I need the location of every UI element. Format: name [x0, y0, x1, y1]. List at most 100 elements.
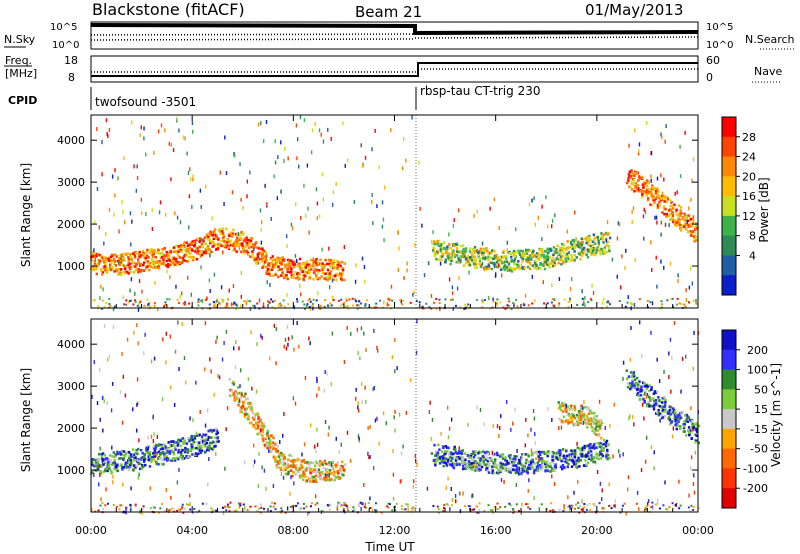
data-pixel: [206, 446, 210, 449]
noise-pixel: [355, 387, 357, 392]
noise-pixel: [599, 481, 602, 486]
noise-pixel: [261, 465, 263, 470]
data-pixel: [225, 227, 228, 231]
near-range-pixel: [228, 510, 231, 513]
data-pixel: [151, 456, 154, 459]
data-pixel: [553, 451, 556, 455]
data-pixel: [693, 239, 696, 243]
data-pixel: [200, 245, 204, 248]
data-pixel: [278, 466, 282, 470]
noise-pixel: [287, 342, 289, 347]
noise-pixel: [531, 198, 533, 203]
data-pixel: [149, 265, 152, 269]
near-range-pixel: [412, 506, 415, 509]
noise-pixel: [376, 348, 379, 353]
data-pixel: [139, 262, 143, 266]
data-pixel: [439, 459, 442, 462]
data-pixel: [637, 383, 640, 387]
noise-pixel: [208, 278, 211, 283]
data-pixel: [242, 239, 246, 242]
noise-pixel: [663, 177, 665, 182]
data-pixel: [211, 441, 214, 445]
data-pixel: [111, 266, 114, 269]
cpid-row: CPID twofsound -3501 rbsp-tau CT-trig 23…: [8, 84, 540, 110]
colorbar-segment: [722, 117, 736, 138]
near-range-pixel: [269, 505, 272, 508]
data-pixel: [127, 272, 130, 275]
data-pixel: [445, 464, 449, 467]
data-pixel: [247, 246, 251, 250]
near-range-pixel: [390, 307, 393, 310]
noise-pixel: [216, 234, 218, 239]
data-pixel: [653, 199, 656, 202]
data-pixel: [503, 260, 507, 264]
noise-pixel: [133, 164, 135, 169]
data-pixel: [130, 255, 133, 259]
colorbar-tick: 20: [742, 170, 756, 183]
near-range-pixel: [346, 506, 349, 509]
noise-pixel: [110, 408, 113, 413]
data-pixel: [592, 233, 596, 237]
noise-pixel: [209, 288, 211, 293]
data-pixel: [121, 465, 124, 469]
near-range-pixel: [502, 306, 505, 309]
data-pixel: [339, 264, 342, 268]
data-pixel: [160, 445, 163, 448]
data-pixel: [184, 247, 188, 250]
near-range-pixel: [508, 304, 511, 307]
data-pixel: [536, 461, 539, 465]
near-range-pixel: [171, 507, 174, 510]
near-range-pixel: [510, 307, 513, 310]
noise-pixel: [551, 417, 553, 422]
data-pixel: [654, 412, 658, 415]
noise-pixel: [401, 166, 404, 171]
data-pixel: [309, 479, 312, 482]
data-pixel: [571, 449, 575, 453]
data-pixel: [455, 463, 459, 467]
near-range-pixel: [344, 504, 347, 507]
data-pixel: [681, 217, 684, 221]
data-pixel: [573, 406, 577, 409]
data-pixel: [471, 468, 474, 471]
time-axis: 00:00 04:00 08:00 12:00 16:00 20:00 00:00: [75, 115, 714, 537]
data-pixel: [324, 272, 327, 275]
data-pixel: [94, 462, 97, 466]
data-pixel: [278, 268, 282, 271]
data-pixel: [534, 259, 537, 263]
nsearch-tick-low: 10^0: [706, 40, 733, 51]
data-pixel: [155, 462, 158, 466]
data-pixel: [631, 172, 635, 175]
data-pixel: [505, 260, 509, 264]
data-pixel: [551, 469, 555, 473]
data-pixel: [127, 462, 130, 465]
noise-pixel: [346, 325, 348, 330]
data-pixel: [328, 276, 332, 280]
data-pixel: [134, 456, 137, 460]
noise-pixel: [693, 473, 695, 478]
noise-pixel: [307, 511, 309, 516]
data-pixel: [590, 425, 593, 429]
data-pixel: [492, 257, 496, 261]
data-pixel: [343, 262, 346, 266]
noise-pixel: [663, 369, 665, 374]
data-pixel: [633, 189, 636, 193]
data-pixel: [329, 258, 332, 262]
data-pixel: [695, 422, 698, 425]
data-pixel: [488, 260, 492, 264]
noise-pixel: [238, 246, 241, 251]
near-range-pixel: [352, 304, 355, 307]
noise-pixel: [221, 357, 224, 362]
data-pixel: [284, 472, 288, 476]
data-pixel: [206, 247, 209, 251]
data-pixel: [328, 274, 332, 277]
noise-pixel: [581, 447, 584, 452]
beam-label: Beam 21: [355, 3, 422, 21]
near-range-pixel: [197, 300, 200, 303]
data-pixel: [248, 421, 252, 425]
noise-pixel: [140, 197, 143, 202]
data-pixel: [682, 423, 685, 426]
noise-pixel: [144, 332, 146, 337]
data-pixel: [444, 260, 447, 264]
noise-pixel: [458, 276, 460, 281]
near-range-pixel: [330, 304, 333, 307]
